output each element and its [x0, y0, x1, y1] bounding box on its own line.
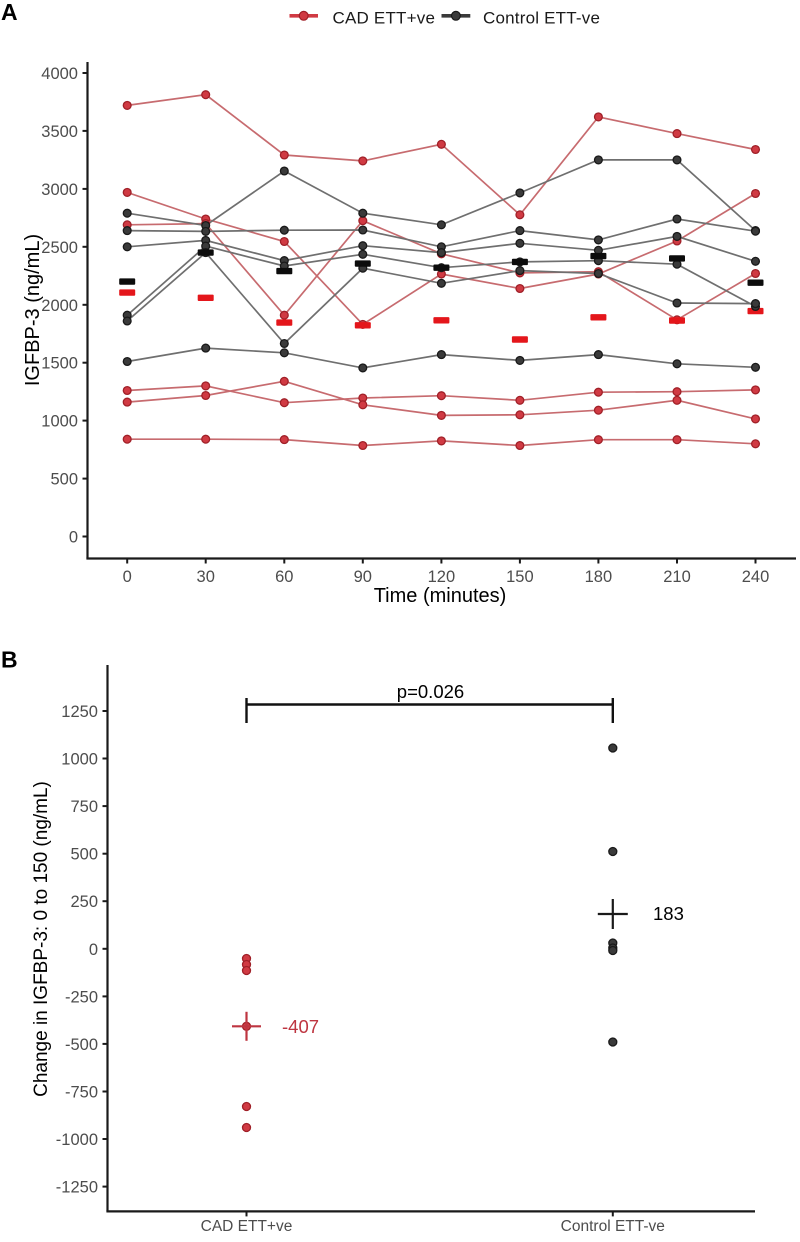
svg-text:183: 183 — [653, 903, 684, 924]
svg-text:120: 120 — [428, 568, 456, 586]
svg-text:3000: 3000 — [41, 181, 78, 199]
svg-text:-750: -750 — [65, 1084, 98, 1102]
svg-text:2000: 2000 — [41, 297, 78, 315]
svg-text:-500: -500 — [65, 1036, 98, 1054]
svg-text:-1250: -1250 — [56, 1179, 98, 1197]
svg-text:500: 500 — [50, 471, 78, 489]
svg-text:1500: 1500 — [41, 355, 78, 373]
svg-text:250: 250 — [70, 893, 98, 911]
svg-text:Control ETT-ve: Control ETT-ve — [561, 1218, 665, 1235]
svg-text:1000: 1000 — [41, 413, 78, 431]
svg-text:210: 210 — [663, 568, 691, 586]
svg-text:4000: 4000 — [41, 65, 78, 83]
svg-text:240: 240 — [742, 568, 770, 586]
svg-text:0: 0 — [123, 568, 132, 586]
svg-text:CAD ETT+ve: CAD ETT+ve — [333, 9, 436, 28]
svg-text:750: 750 — [70, 798, 98, 816]
svg-text:-1000: -1000 — [56, 1131, 98, 1149]
svg-text:150: 150 — [506, 568, 534, 586]
svg-text:Control ETT-ve: Control ETT-ve — [483, 9, 600, 28]
svg-text:0: 0 — [89, 941, 98, 959]
svg-text:90: 90 — [354, 568, 372, 586]
svg-text:30: 30 — [197, 568, 215, 586]
svg-text:2500: 2500 — [41, 239, 78, 257]
svg-text:B: B — [1, 647, 18, 673]
svg-text:500: 500 — [70, 846, 98, 864]
svg-text:1250: 1250 — [61, 703, 98, 721]
svg-text:Change in IGFBP-3: 0 to 150 (n: Change in IGFBP-3: 0 to 150 (ng/mL) — [31, 781, 52, 1097]
svg-text:A: A — [1, 0, 18, 25]
svg-text:CAD ETT+ve: CAD ETT+ve — [201, 1218, 293, 1235]
svg-text:Time (minutes): Time (minutes) — [374, 585, 507, 607]
svg-text:-250: -250 — [65, 988, 98, 1006]
svg-text:-407: -407 — [282, 1016, 319, 1037]
svg-text:180: 180 — [585, 568, 613, 586]
svg-text:p=0.026: p=0.026 — [397, 681, 464, 702]
svg-text:IGFBP-3 (ng/mL): IGFBP-3 (ng/mL) — [22, 234, 44, 386]
svg-text:60: 60 — [275, 568, 293, 586]
svg-text:1000: 1000 — [61, 751, 98, 769]
svg-text:0: 0 — [69, 529, 78, 547]
svg-text:3500: 3500 — [41, 123, 78, 141]
